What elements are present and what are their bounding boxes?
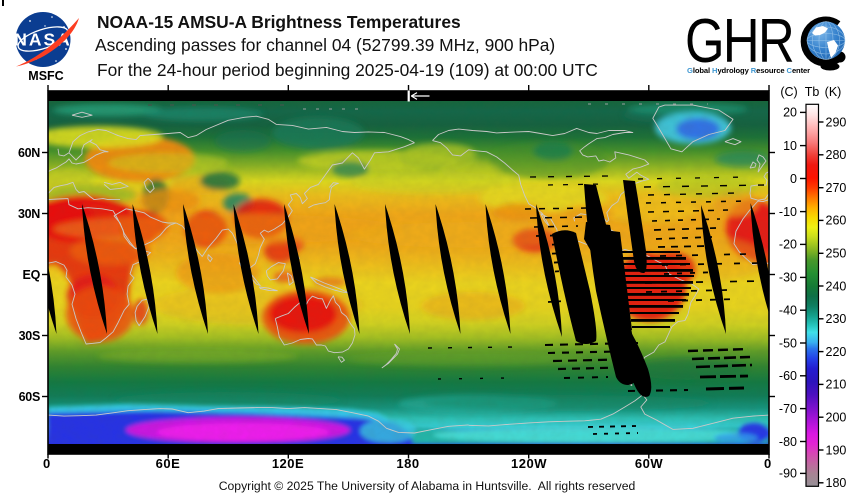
svg-text:(C): (C) (780, 85, 797, 99)
svg-text:250: 250 (826, 247, 847, 261)
svg-text:210: 210 (826, 378, 847, 392)
svg-text:-90: -90 (779, 467, 797, 481)
svg-text:-40: -40 (779, 304, 797, 318)
svg-text:(K): (K) (825, 85, 842, 99)
svg-text:-20: -20 (779, 238, 797, 252)
svg-text:20: 20 (783, 106, 797, 120)
svg-text:-50: -50 (779, 336, 797, 350)
svg-text:-60: -60 (779, 369, 797, 383)
svg-text:0: 0 (790, 172, 797, 186)
svg-text:190: 190 (826, 443, 847, 457)
svg-text:-80: -80 (779, 435, 797, 449)
svg-text:220: 220 (826, 345, 847, 359)
svg-text:270: 270 (826, 181, 847, 195)
svg-text:280: 280 (826, 148, 847, 162)
svg-text:GHR: GHR (685, 7, 793, 76)
svg-text:290: 290 (826, 115, 847, 129)
svg-text:240: 240 (826, 279, 847, 293)
svg-text:Tb: Tb (805, 85, 820, 99)
svg-text:-30: -30 (779, 271, 797, 285)
svg-text:Global Hydrology Resource Cent: Global Hydrology Resource Center (687, 66, 810, 75)
svg-text:230: 230 (826, 312, 847, 326)
svg-text:200: 200 (826, 411, 847, 425)
svg-text:10: 10 (783, 139, 797, 153)
svg-text:-70: -70 (779, 402, 797, 416)
svg-text:-10: -10 (779, 205, 797, 219)
svg-text:260: 260 (826, 214, 847, 228)
svg-text:180: 180 (826, 476, 847, 490)
